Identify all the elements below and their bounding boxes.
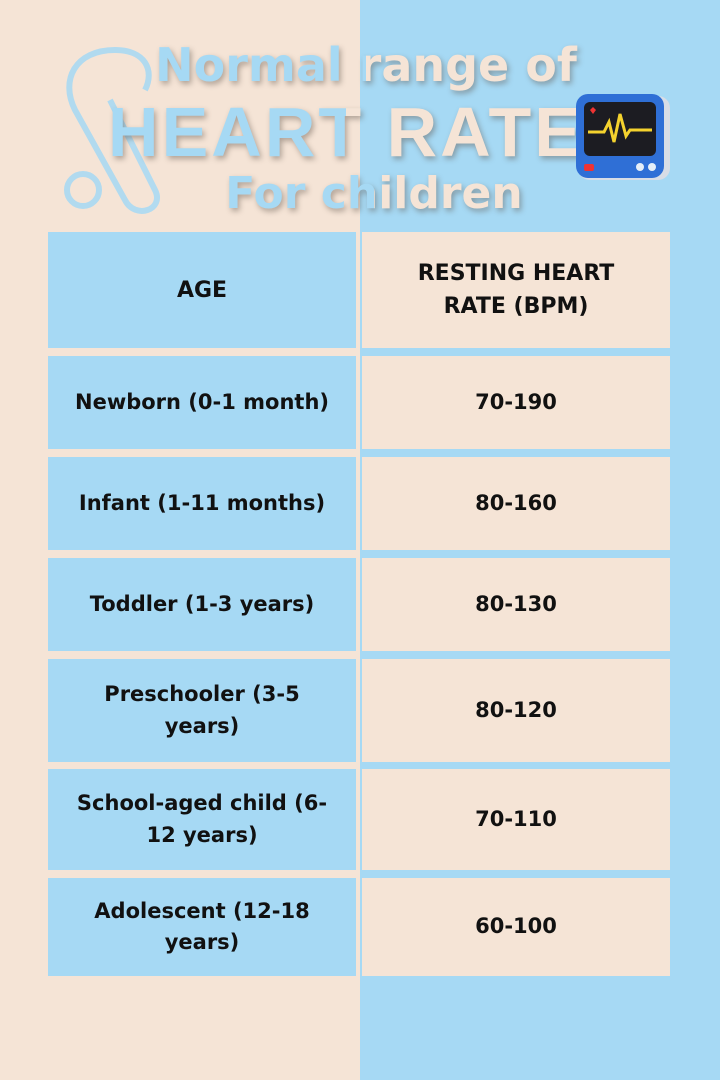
row-bpm: 80-130 [362,558,670,651]
row-bpm: 80-120 [362,659,670,762]
row-bpm: 70-190 [362,356,670,449]
row-bpm: 60-100 [362,878,670,976]
stethoscope-icon [64,47,160,214]
heart-monitor-icon [576,94,670,180]
row-age: Toddler (1-3 years) [48,558,356,651]
row-age: Adolescent (12-18 years) [48,878,356,976]
row-bpm: 70-110 [362,769,670,870]
title-line-3: For children [14,168,720,219]
row-age: Infant (1-11 months) [48,457,356,550]
row-bpm: 80-160 [362,457,670,550]
row-age: Newborn (0-1 month) [48,356,356,449]
header-age: AGE [48,232,356,348]
title-line-1: Normal range of [6,38,720,92]
header-bpm: RESTING HEART RATE (BPM) [362,232,670,348]
row-age: Preschooler (3-5 years) [48,659,356,762]
title-line-2: HEART RATE [0,92,706,172]
row-age: School-aged child (6-12 years) [48,769,356,870]
